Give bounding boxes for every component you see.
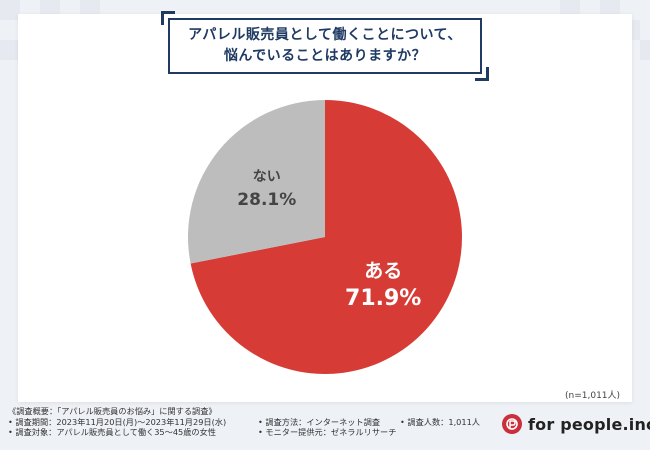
pie-value-1: 71.9% <box>345 286 421 311</box>
survey-summary: 《調査概要：「アパレル販売員のお悩み」に関する調査》 <box>8 406 217 416</box>
pie-value-2: 28.1% <box>237 190 296 210</box>
chart-title: アパレル販売員として働くことについて、 悩んでいることはありますか？ <box>168 18 482 74</box>
survey-count: • 調査人数：1,011人 <box>400 416 480 427</box>
brand-logo: for people.inc <box>502 414 650 434</box>
survey-target: • 調査対象：アパレル販売員として働く35～45歳の女性 <box>8 427 216 437</box>
chart-title-line-2: 悩んでいることはありますか？ <box>223 48 427 64</box>
logo-mark-icon <box>502 414 522 434</box>
survey-footer: 《調査概要：「アパレル販売員のお悩み」に関する調査》 • 調査期間：2023年1… <box>8 406 480 438</box>
survey-period: • 調査期間：2023年11月20日(月)～2023年11月29日(水) <box>8 416 227 427</box>
pie-label-2: ない <box>253 169 281 185</box>
title-corner-bottom-right <box>475 67 489 81</box>
title-corner-top-left <box>161 11 175 25</box>
survey-method: • 調査方法：インターネット調査 <box>258 416 381 427</box>
sample-size-note: (n=1,011人) <box>565 391 621 401</box>
pie-slice-1 <box>190 100 462 374</box>
chart-title-line-1: アパレル販売員として働くことについて、 <box>188 27 462 43</box>
survey-panel: • モニター提供元：ゼネラルリサーチ <box>258 427 397 437</box>
logo-text: for people.inc <box>528 414 650 434</box>
pie-label-1: ある <box>364 260 402 282</box>
pie-slice-2 <box>188 100 325 264</box>
